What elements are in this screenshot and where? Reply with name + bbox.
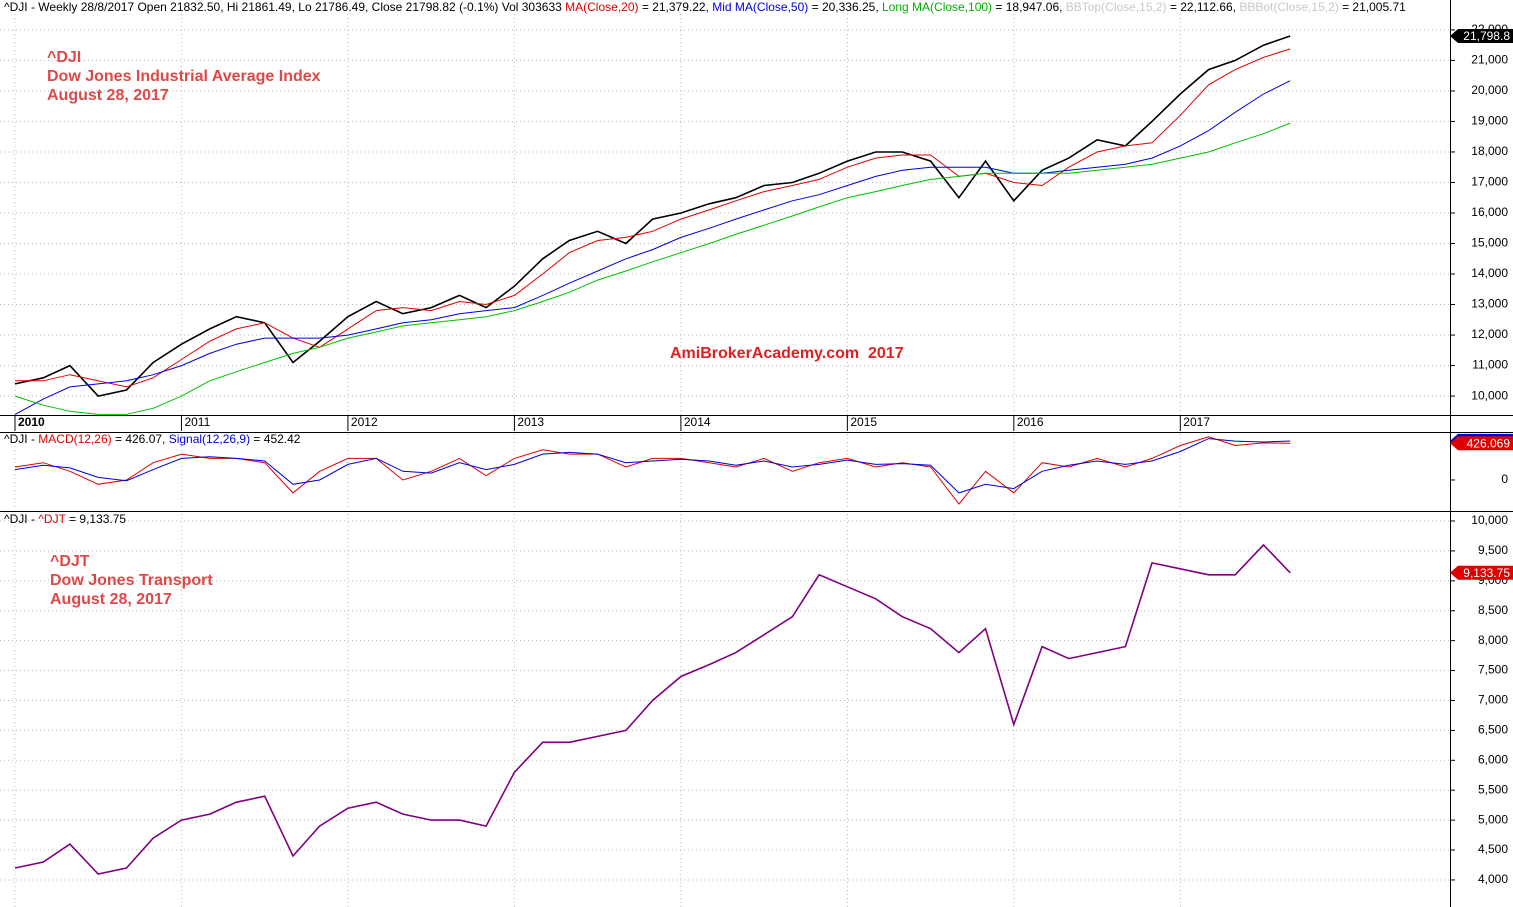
price-tag-label: 426.069 [1467, 436, 1511, 450]
y-tick-label: 11,000 [1472, 358, 1508, 372]
annotation: August 28, 2017 [50, 591, 172, 608]
annotation: ^DJT [50, 553, 90, 570]
x-tick-label: 2017 [1183, 415, 1210, 429]
price-tag-label: 9,133.75 [1463, 566, 1510, 580]
price-tag [1450, 29, 1513, 44]
header-part: = 20,336.25, [808, 0, 882, 14]
x-tick-label: 2013 [517, 415, 544, 429]
header-part: Long MA(Close,100) [882, 0, 992, 14]
panel-header: ^DJI - Weekly 28/8/2017 Open 21832.50, H… [4, 0, 1406, 14]
header-part: = 452.42 [250, 432, 301, 446]
y-tick-label: 13,000 [1471, 297, 1508, 311]
annotation: ^DJI [47, 49, 81, 66]
y-tick-label: 5,000 [1478, 812, 1508, 826]
y-tick-label: 5,500 [1478, 782, 1508, 796]
annotation: Dow Jones Transport [50, 572, 213, 589]
y-tick-label: 19,000 [1471, 114, 1508, 128]
y-tick-label: 8,000 [1478, 633, 1508, 647]
header-part: MACD(12,26) [38, 432, 111, 446]
header-part: BBBot(Close,15,2) [1239, 0, 1338, 14]
y-tick-label: 15,000 [1471, 236, 1508, 250]
annotation: Dow Jones Industrial Average Index [47, 68, 321, 85]
y-tick-label: 7,000 [1478, 693, 1508, 707]
x-tick-label: 2010 [18, 415, 45, 429]
series-line [14, 543, 1291, 875]
header-part: ^DJI - [4, 512, 38, 526]
series-line [15, 48, 1291, 388]
y-tick-label: 20,000 [1471, 83, 1508, 97]
header-part: BBTop(Close,15,2) [1066, 0, 1167, 14]
price-tag-label: 21,798.8 [1463, 29, 1510, 43]
y-tick-label: 4,000 [1478, 872, 1508, 886]
x-tick-label: 2012 [351, 415, 378, 429]
header-part: = 9,133.75 [66, 512, 127, 526]
header-part: ^DJT [38, 512, 66, 526]
header-part: Mid MA(Close,50) [712, 0, 808, 14]
panel-header: ^DJI - MACD(12,26) = 426.07, Signal(12,2… [4, 432, 301, 446]
y-tick-label: 17,000 [1471, 175, 1508, 189]
series-line [14, 438, 1291, 494]
header-part: = 18,947.06, [992, 0, 1066, 14]
header-part: ^DJI - [4, 432, 38, 446]
annotation: August 28, 2017 [47, 87, 169, 104]
y-tick-label: 6,500 [1478, 723, 1508, 737]
y-tick-label: 4,500 [1478, 842, 1508, 856]
watermark: AmiBrokerAcademy.com 2017 [670, 345, 904, 362]
price-tag [1450, 565, 1513, 580]
header-part: = 21,005.71 [1339, 0, 1406, 14]
y-tick-label: 6,000 [1478, 752, 1508, 766]
header-part: MA(Close,20) [565, 0, 638, 14]
header-part: Signal(12,26,9) [169, 432, 250, 446]
header-part: = 426.07, [112, 432, 169, 446]
series-line [14, 80, 1291, 415]
y-tick-label: 14,000 [1471, 266, 1508, 280]
header-part: ^DJI - Weekly 28/8/2017 Open 21832.50, H… [4, 0, 565, 14]
price-tag [1450, 436, 1513, 451]
header-part: = 21,379.22, [639, 0, 713, 14]
y-tick-label: 16,000 [1471, 205, 1508, 219]
y-tick-label: 12,000 [1471, 327, 1508, 341]
y-tick-label: 8,500 [1478, 603, 1508, 617]
y-tick-label: 7,500 [1478, 663, 1508, 677]
x-tick-label: 2016 [1017, 415, 1044, 429]
x-tick-label: 2014 [684, 415, 711, 429]
series-line [14, 35, 1291, 397]
y-tick-label: 9,500 [1478, 543, 1508, 557]
series-line [14, 122, 1291, 415]
header-part: = 22,112.66, [1167, 0, 1240, 14]
y-tick-label: 10,000 [1471, 513, 1508, 527]
y-tick-label: 0 [1501, 472, 1508, 486]
y-tick-label: 21,000 [1471, 53, 1508, 67]
y-tick-label: 10,000 [1471, 388, 1508, 402]
x-tick-label: 2015 [850, 415, 877, 429]
x-tick-label: 2011 [184, 415, 210, 429]
panel-header: ^DJI - ^DJT = 9,133.75 [4, 512, 126, 526]
y-tick-label: 18,000 [1471, 144, 1508, 158]
